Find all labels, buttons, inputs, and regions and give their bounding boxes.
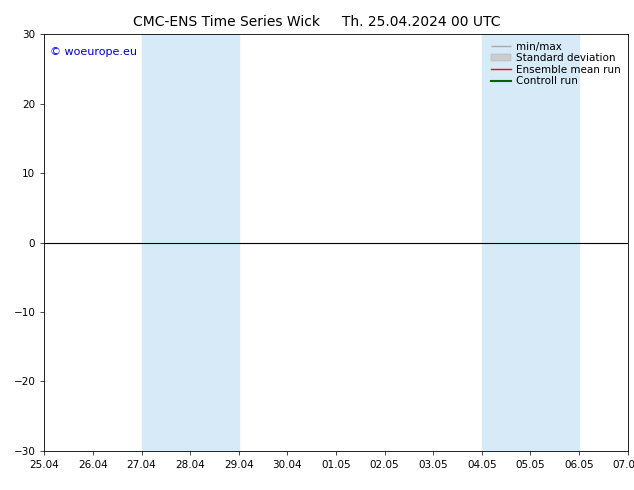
Text: CMC-ENS Time Series Wick     Th. 25.04.2024 00 UTC: CMC-ENS Time Series Wick Th. 25.04.2024 … (133, 15, 501, 29)
Legend: min/max, Standard deviation, Ensemble mean run, Controll run: min/max, Standard deviation, Ensemble me… (489, 40, 623, 88)
Bar (141, 34, 239, 451)
Bar (482, 34, 579, 451)
Text: © woeurope.eu: © woeurope.eu (50, 47, 137, 57)
